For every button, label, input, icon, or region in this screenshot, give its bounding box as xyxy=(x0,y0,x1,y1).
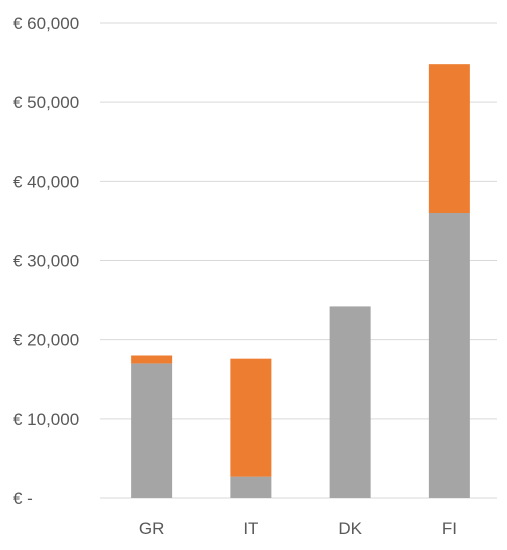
x-axis-category-labels: GR IT DK FI xyxy=(139,519,457,538)
y-tick-label: € 40,000 xyxy=(13,172,79,191)
bar-segment-gr-series-1 xyxy=(131,363,173,498)
bar-segment-fi-series-2 xyxy=(428,64,470,214)
y-tick-label: € 20,000 xyxy=(13,331,79,350)
bar-segment-gr-series-2 xyxy=(131,355,173,364)
x-category-label: IT xyxy=(243,519,258,538)
bar-segment-fi-series-1 xyxy=(428,213,470,498)
x-category-label: FI xyxy=(442,519,457,538)
x-category-label: GR xyxy=(139,519,165,538)
bar-segment-it-series-2 xyxy=(230,358,272,477)
y-axis-tick-labels: € - € 10,000 € 20,000 € 30,000 € 40,000 € 50,… xyxy=(13,14,79,508)
y-tick-label: € - xyxy=(13,489,33,508)
y-tick-label: € 50,000 xyxy=(13,93,79,112)
y-tick-label: € 30,000 xyxy=(13,252,79,271)
bar-segment-dk-series-1 xyxy=(329,306,371,498)
bar-segment-it-series-1 xyxy=(230,476,272,498)
x-category-label: DK xyxy=(338,519,362,538)
y-tick-label: € 10,000 xyxy=(13,410,79,429)
bars xyxy=(131,64,470,498)
y-tick-label: € 60,000 xyxy=(13,14,79,33)
